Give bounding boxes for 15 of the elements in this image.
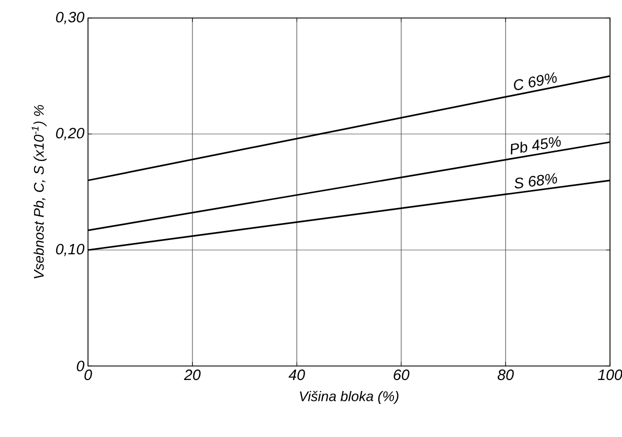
x-tick-label: 80 <box>498 370 514 380</box>
text: Pb 45% <box>510 136 561 155</box>
x-tick-label: 20 <box>184 370 201 380</box>
y-tick-label: 0,20 <box>56 128 84 140</box>
x-tick-label: 60 <box>394 370 410 380</box>
y-axis-title: Vsebnost Pb, C, S (x10$^{-1}$) % <box>32 105 47 278</box>
x-axis-title: Višina bloka (%) <box>300 390 398 404</box>
x-tick-label: 100 <box>598 370 622 380</box>
x-tick-label: 0 <box>84 370 92 380</box>
text: S 68% <box>514 173 558 188</box>
text: C 69% <box>514 72 557 90</box>
y-tick-label: 0 <box>76 360 84 372</box>
y-tick-label: 0,10 <box>56 244 84 256</box>
x-tick-label: 40 <box>288 370 305 380</box>
y-tick-label: 0,30 <box>56 12 84 24</box>
